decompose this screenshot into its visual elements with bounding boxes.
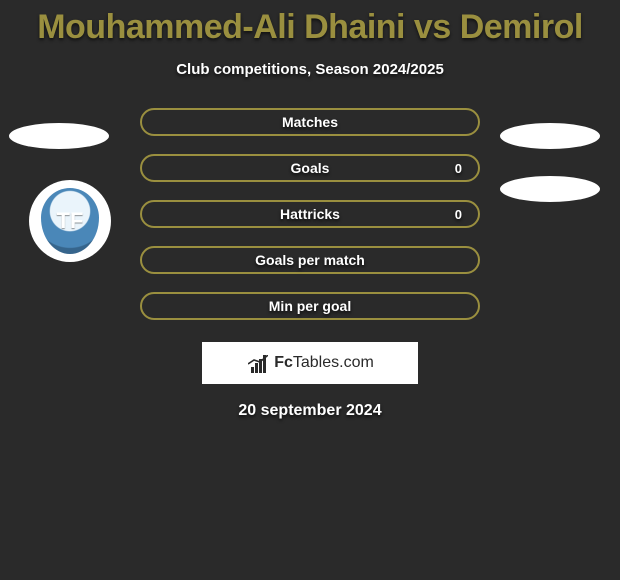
date-label: 20 september 2024 — [0, 402, 620, 420]
stat-label: Goals per match — [255, 252, 365, 268]
stat-value: 0 — [455, 161, 462, 176]
stat-label: Matches — [282, 114, 338, 130]
stat-label: Min per goal — [269, 298, 351, 314]
stat-value: 0 — [455, 207, 462, 222]
stat-label: Hattricks — [280, 206, 340, 222]
brand-badge[interactable]: FcTables.com — [202, 342, 418, 384]
stat-row-goals-per-match: Goals per match — [140, 246, 480, 274]
page-title: Mouhammed-Ali Dhaini vs Demirol — [0, 0, 620, 47]
stat-row-goals: Goals 0 — [140, 154, 480, 182]
brand-rest: Tables.com — [293, 354, 374, 371]
bar-chart-icon — [246, 353, 270, 373]
brand-text: FcTables.com — [274, 354, 374, 372]
player-right-placeholder-2 — [500, 176, 600, 202]
subtitle: Club competitions, Season 2024/2025 — [0, 61, 620, 78]
stat-label: Goals — [291, 160, 330, 176]
stat-row-hattricks: Hattricks 0 — [140, 200, 480, 228]
club-logo: TF — [29, 180, 111, 262]
stat-row-min-per-goal: Min per goal — [140, 292, 480, 320]
club-logo-letters: TF — [41, 188, 99, 254]
player-left-placeholder — [9, 123, 109, 149]
stat-row-matches: Matches — [140, 108, 480, 136]
brand-bold: Fc — [274, 354, 293, 371]
player-right-placeholder-1 — [500, 123, 600, 149]
